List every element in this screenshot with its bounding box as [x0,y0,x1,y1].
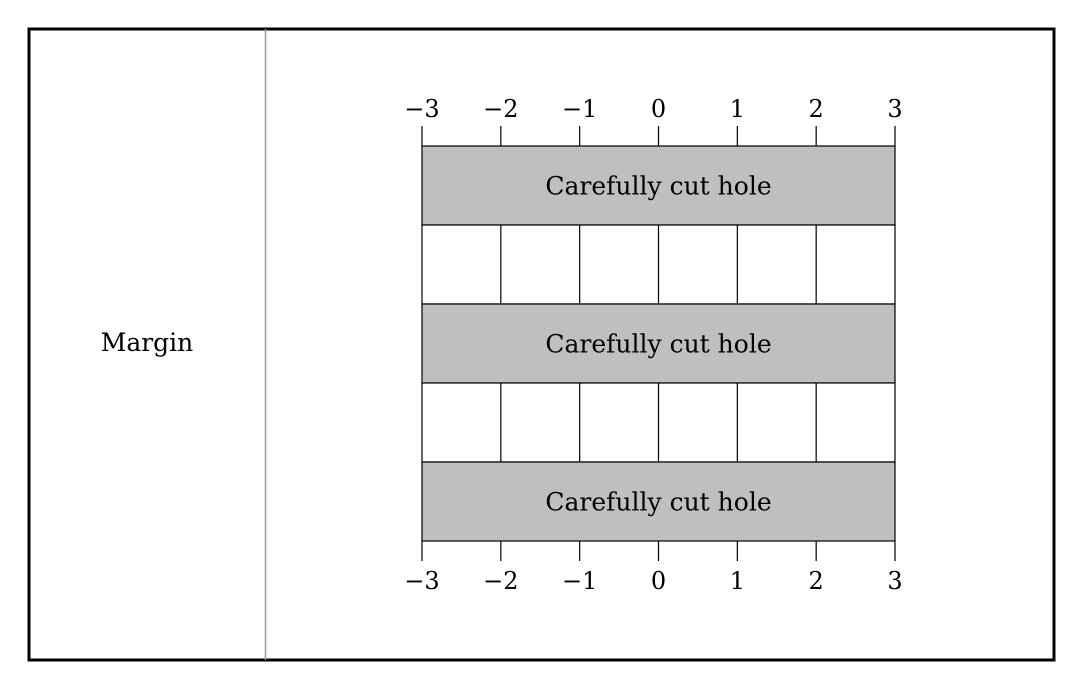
bottom-tick-label: −1 [562,567,597,595]
outer-frame [27,27,1056,662]
bottom-ruler-labels: −3 −2 −1 0 1 2 3 [404,567,902,595]
bottom-tick-label: 2 [809,567,824,595]
hole-band [421,145,896,226]
hole-label: Carefully cut hole [545,488,771,517]
bottom-tick-label: 0 [651,567,666,595]
top-tick-label: 2 [809,95,824,123]
top-tick-label: 1 [730,95,745,123]
hole-band [421,303,896,384]
hole-label: Carefully cut hole [545,330,771,359]
bottom-tick-label: −2 [483,567,518,595]
bottom-tick-label: 3 [887,567,902,595]
hole-band [421,461,896,542]
top-tick-label: −1 [562,95,597,123]
top-tick-label: 0 [651,95,666,123]
top-ruler-labels: −3 −2 −1 0 1 2 3 [404,95,902,123]
bottom-tick-label: −3 [404,567,439,595]
bottom-tick-label: 1 [730,567,745,595]
top-tick-label: 3 [887,95,902,123]
rows-layer: Carefully cut hole Carefully cut hole Care… [421,145,896,542]
top-tick-label: −2 [483,95,518,123]
top-tick-label: −3 [404,95,439,123]
ruler-ticks [421,126,896,561]
hole-label: Carefully cut hole [545,172,771,201]
margin-label: Margin [101,328,194,357]
